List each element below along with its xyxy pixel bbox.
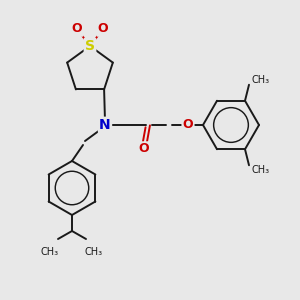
Text: CH₃: CH₃: [41, 247, 59, 257]
Text: O: O: [183, 118, 193, 131]
Text: CH₃: CH₃: [251, 75, 269, 85]
Text: CH₃: CH₃: [85, 247, 103, 257]
Text: O: O: [98, 22, 108, 35]
Text: O: O: [72, 22, 82, 35]
Text: CH₃: CH₃: [251, 165, 269, 175]
Text: S: S: [85, 39, 95, 53]
Text: N: N: [99, 118, 111, 132]
Text: O: O: [139, 142, 149, 155]
